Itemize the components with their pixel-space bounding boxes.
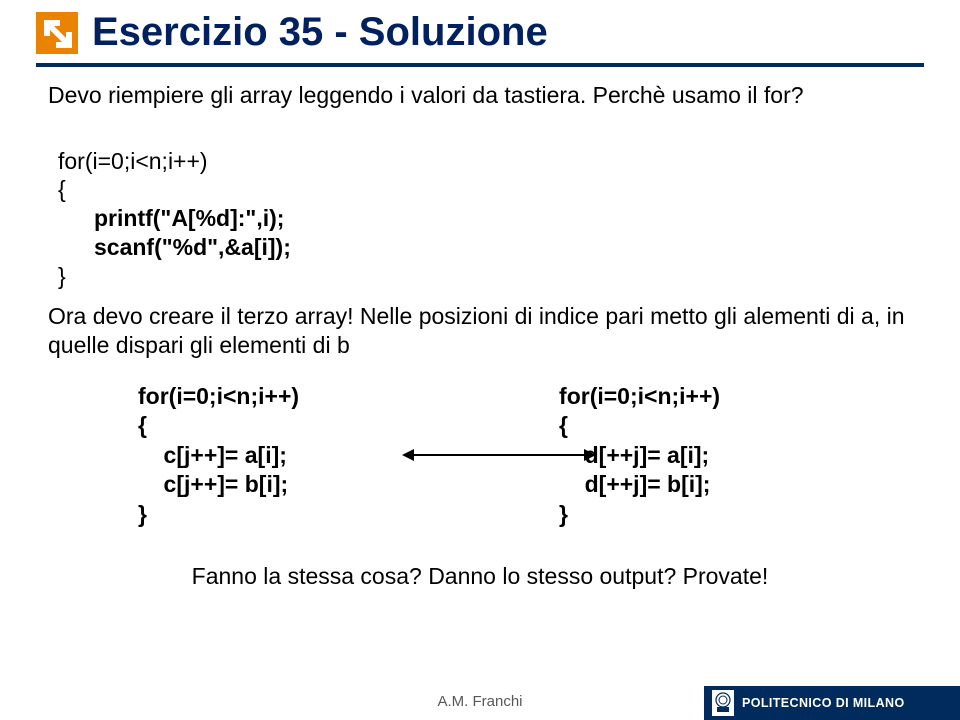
code-line: for(i=0;i<n;i++): [58, 148, 208, 174]
slide-header: Esercizio 35 - Soluzione: [0, 0, 960, 61]
code-line: {: [58, 176, 66, 202]
paragraph-2: Ora devo creare il terzo array! Nelle po…: [48, 302, 912, 360]
paragraph-1: Devo riempiere gli array leggendo i valo…: [48, 81, 912, 110]
arrow-box-icon: [36, 12, 78, 54]
left-code-col: for(i=0;i<n;i++) { c[j++]= a[i]; c[j++]=…: [138, 382, 299, 529]
code-line: {: [559, 412, 568, 438]
footer-logo: POLITECNICO DI MILANO: [704, 686, 960, 720]
bottom-question: Fanno la stessa cosa? Danno lo stesso ou…: [48, 563, 912, 590]
code-line: }: [138, 501, 147, 527]
code-line: {: [138, 412, 147, 438]
two-column-code: for(i=0;i<n;i++) { c[j++]= a[i]; c[j++]=…: [138, 382, 912, 529]
slide-footer: A.M. Franchi POLITECNICO DI MILANO: [0, 684, 960, 720]
footer-logo-text: POLITECNICO DI MILANO: [742, 696, 905, 710]
code-line: printf("A[%d]:",i);: [94, 205, 284, 231]
code-line: d[++j]= b[i];: [559, 471, 710, 497]
code-line: }: [559, 501, 568, 527]
footer-author: A.M. Franchi: [437, 693, 522, 710]
double-arrow-icon: [404, 454, 594, 456]
code-block-1: for(i=0;i<n;i++) { printf("A[%d]:",i); s…: [58, 118, 912, 291]
code-line: for(i=0;i<n;i++): [559, 383, 720, 409]
code-line: c[j++]= b[i];: [138, 471, 288, 497]
polimi-badge-icon: [712, 690, 734, 716]
code-line: c[j++]= a[i];: [138, 442, 287, 468]
code-line: for(i=0;i<n;i++): [138, 383, 299, 409]
slide-title: Esercizio 35 - Soluzione: [92, 10, 548, 55]
code-line: scanf("%d",&a[i]);: [94, 234, 291, 260]
slide-body: Devo riempiere gli array leggendo i valo…: [0, 67, 960, 590]
code-line: }: [58, 263, 66, 289]
